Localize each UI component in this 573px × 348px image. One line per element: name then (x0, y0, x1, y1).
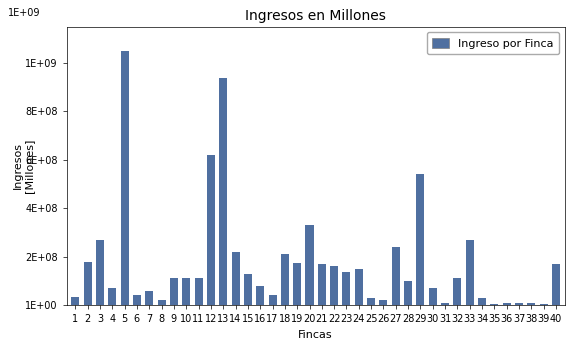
Bar (108, 288, 116, 305)
Bar (503, 303, 511, 305)
Bar (231, 252, 240, 305)
Bar (466, 240, 474, 305)
Bar (96, 240, 104, 305)
Bar (182, 278, 190, 305)
Bar (256, 286, 264, 305)
Bar (540, 304, 548, 305)
Bar (318, 264, 326, 305)
Bar (219, 78, 227, 305)
Y-axis label: Ingresos
[Millones]: Ingresos [Millones] (13, 139, 34, 193)
Title: Ingresos en Millones: Ingresos en Millones (245, 9, 386, 23)
Bar (429, 288, 437, 305)
Bar (158, 300, 166, 305)
Bar (441, 303, 449, 305)
Bar (293, 263, 301, 305)
Bar (379, 300, 387, 305)
Bar (552, 264, 560, 305)
Bar (527, 303, 535, 305)
Bar (71, 296, 79, 305)
Bar (120, 51, 128, 305)
Bar (84, 261, 92, 305)
Bar (515, 303, 523, 305)
Bar (269, 295, 277, 305)
Bar (145, 291, 153, 305)
Bar (355, 269, 363, 305)
Bar (404, 281, 412, 305)
Bar (195, 278, 203, 305)
Bar (478, 298, 486, 305)
Bar (207, 155, 215, 305)
Bar (170, 278, 178, 305)
Bar (133, 295, 141, 305)
Bar (244, 274, 252, 305)
Bar (490, 304, 499, 305)
Bar (343, 272, 351, 305)
Legend: Ingreso por Finca: Ingreso por Finca (427, 32, 559, 54)
Bar (392, 247, 400, 305)
Text: 1E+09: 1E+09 (9, 8, 41, 18)
Bar (330, 266, 338, 305)
Bar (281, 254, 289, 305)
Bar (367, 298, 375, 305)
Bar (305, 225, 313, 305)
Bar (453, 278, 461, 305)
X-axis label: Fincas: Fincas (299, 330, 333, 340)
Bar (417, 174, 425, 305)
